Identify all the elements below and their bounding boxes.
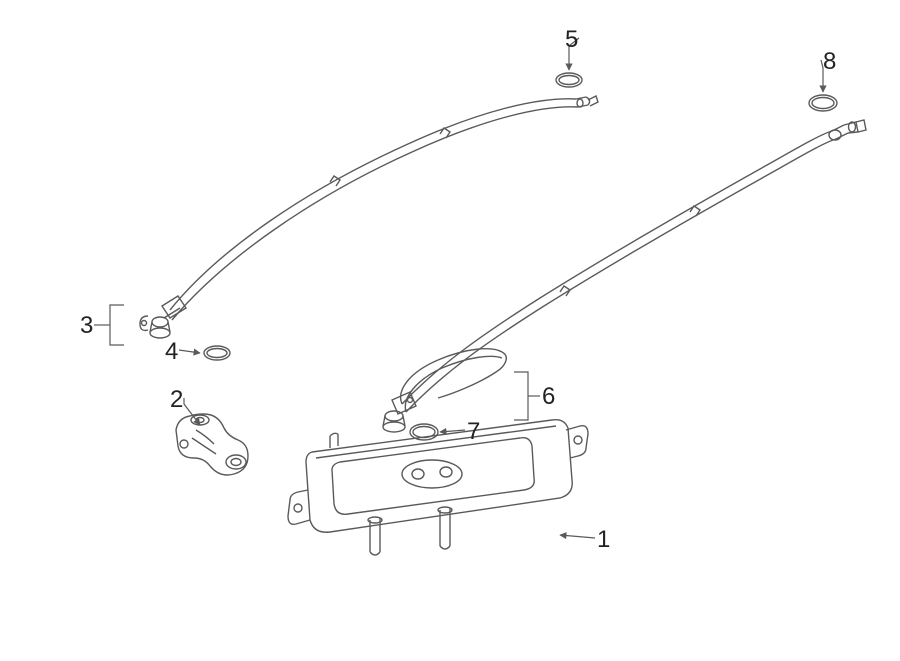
callout-label-5: 5 xyxy=(565,26,578,54)
ring-8-inner xyxy=(812,98,834,109)
part-6-lower-hose xyxy=(383,120,866,432)
callout-label-1: 1 xyxy=(597,526,610,554)
callout-label-8: 8 xyxy=(823,48,836,76)
ring-5-inner xyxy=(559,76,579,85)
part-3-upper-hose xyxy=(140,96,598,338)
callout-label-4: 4 xyxy=(165,338,178,366)
leader-4 xyxy=(179,350,200,353)
callout-label-6: 6 xyxy=(542,383,555,411)
parts-diagram xyxy=(0,0,900,661)
callout-label-7: 7 xyxy=(467,418,480,446)
callout-label-3: 3 xyxy=(80,312,93,340)
bracket-3 xyxy=(110,305,124,345)
leader-1 xyxy=(560,535,595,538)
bracket-6 xyxy=(514,372,528,420)
o-rings xyxy=(204,73,837,440)
part-1-cooler xyxy=(288,420,588,555)
leader-2 xyxy=(184,398,200,425)
part-2-thermostat xyxy=(176,414,248,475)
ring-4-inner xyxy=(207,349,227,358)
callout-leaders xyxy=(94,38,823,538)
ring-7-inner xyxy=(413,427,435,438)
callout-label-2: 2 xyxy=(170,386,183,414)
